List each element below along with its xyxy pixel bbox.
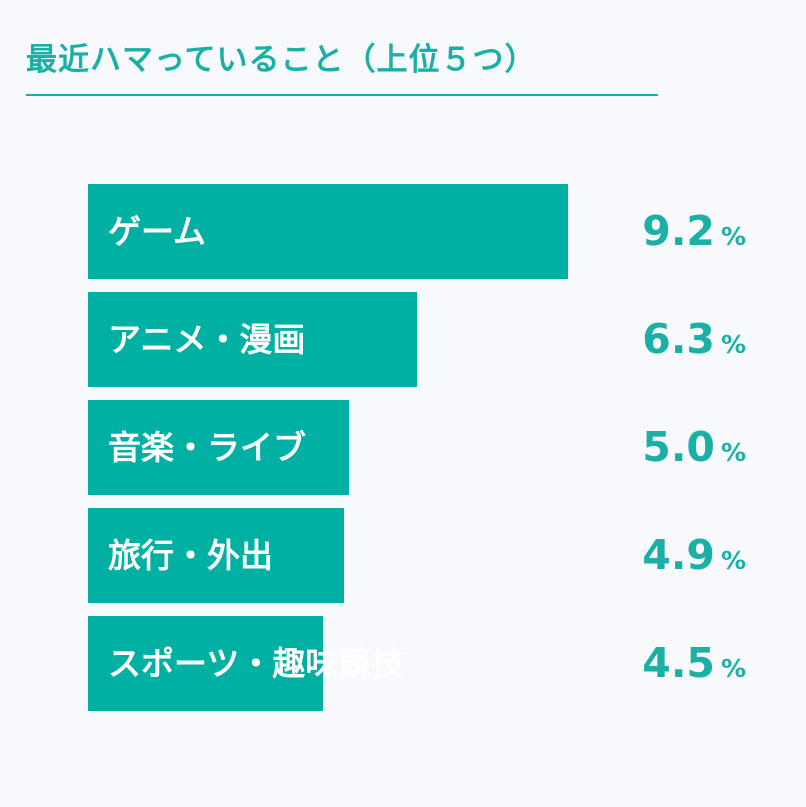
value-number: 9.2	[642, 207, 715, 255]
bar-category-label: 旅行・外出	[108, 536, 273, 575]
chart-title: 最近ハマっていること（上位５つ）	[26, 42, 537, 78]
bar-value-label: 9.2%	[642, 184, 746, 279]
bar-category-label: ゲーム	[108, 212, 207, 251]
bar	[88, 400, 349, 495]
bar	[88, 508, 344, 603]
value-unit: %	[720, 330, 746, 359]
bar	[88, 184, 568, 279]
value-number: 6.3	[642, 315, 715, 363]
bar-category-label: 音楽・ライブ	[108, 428, 306, 467]
value-number: 4.5	[642, 639, 715, 687]
value-number: 4.9	[642, 531, 715, 579]
bar-category-label: アニメ・漫画	[108, 320, 306, 359]
bar-value-label: 4.9%	[642, 508, 746, 603]
value-unit: %	[720, 546, 746, 575]
value-unit: %	[720, 438, 746, 467]
title-underline	[26, 94, 658, 96]
bar-value-label: 6.3%	[642, 292, 746, 387]
bar	[88, 616, 323, 711]
bar	[88, 292, 417, 387]
value-unit: %	[720, 222, 746, 251]
bar-value-label: 4.5%	[642, 616, 746, 711]
value-unit: %	[720, 654, 746, 683]
value-number: 5.0	[642, 423, 715, 471]
bar-value-label: 5.0%	[642, 400, 746, 495]
bar-category-label: スポーツ・趣味競技	[108, 644, 405, 683]
